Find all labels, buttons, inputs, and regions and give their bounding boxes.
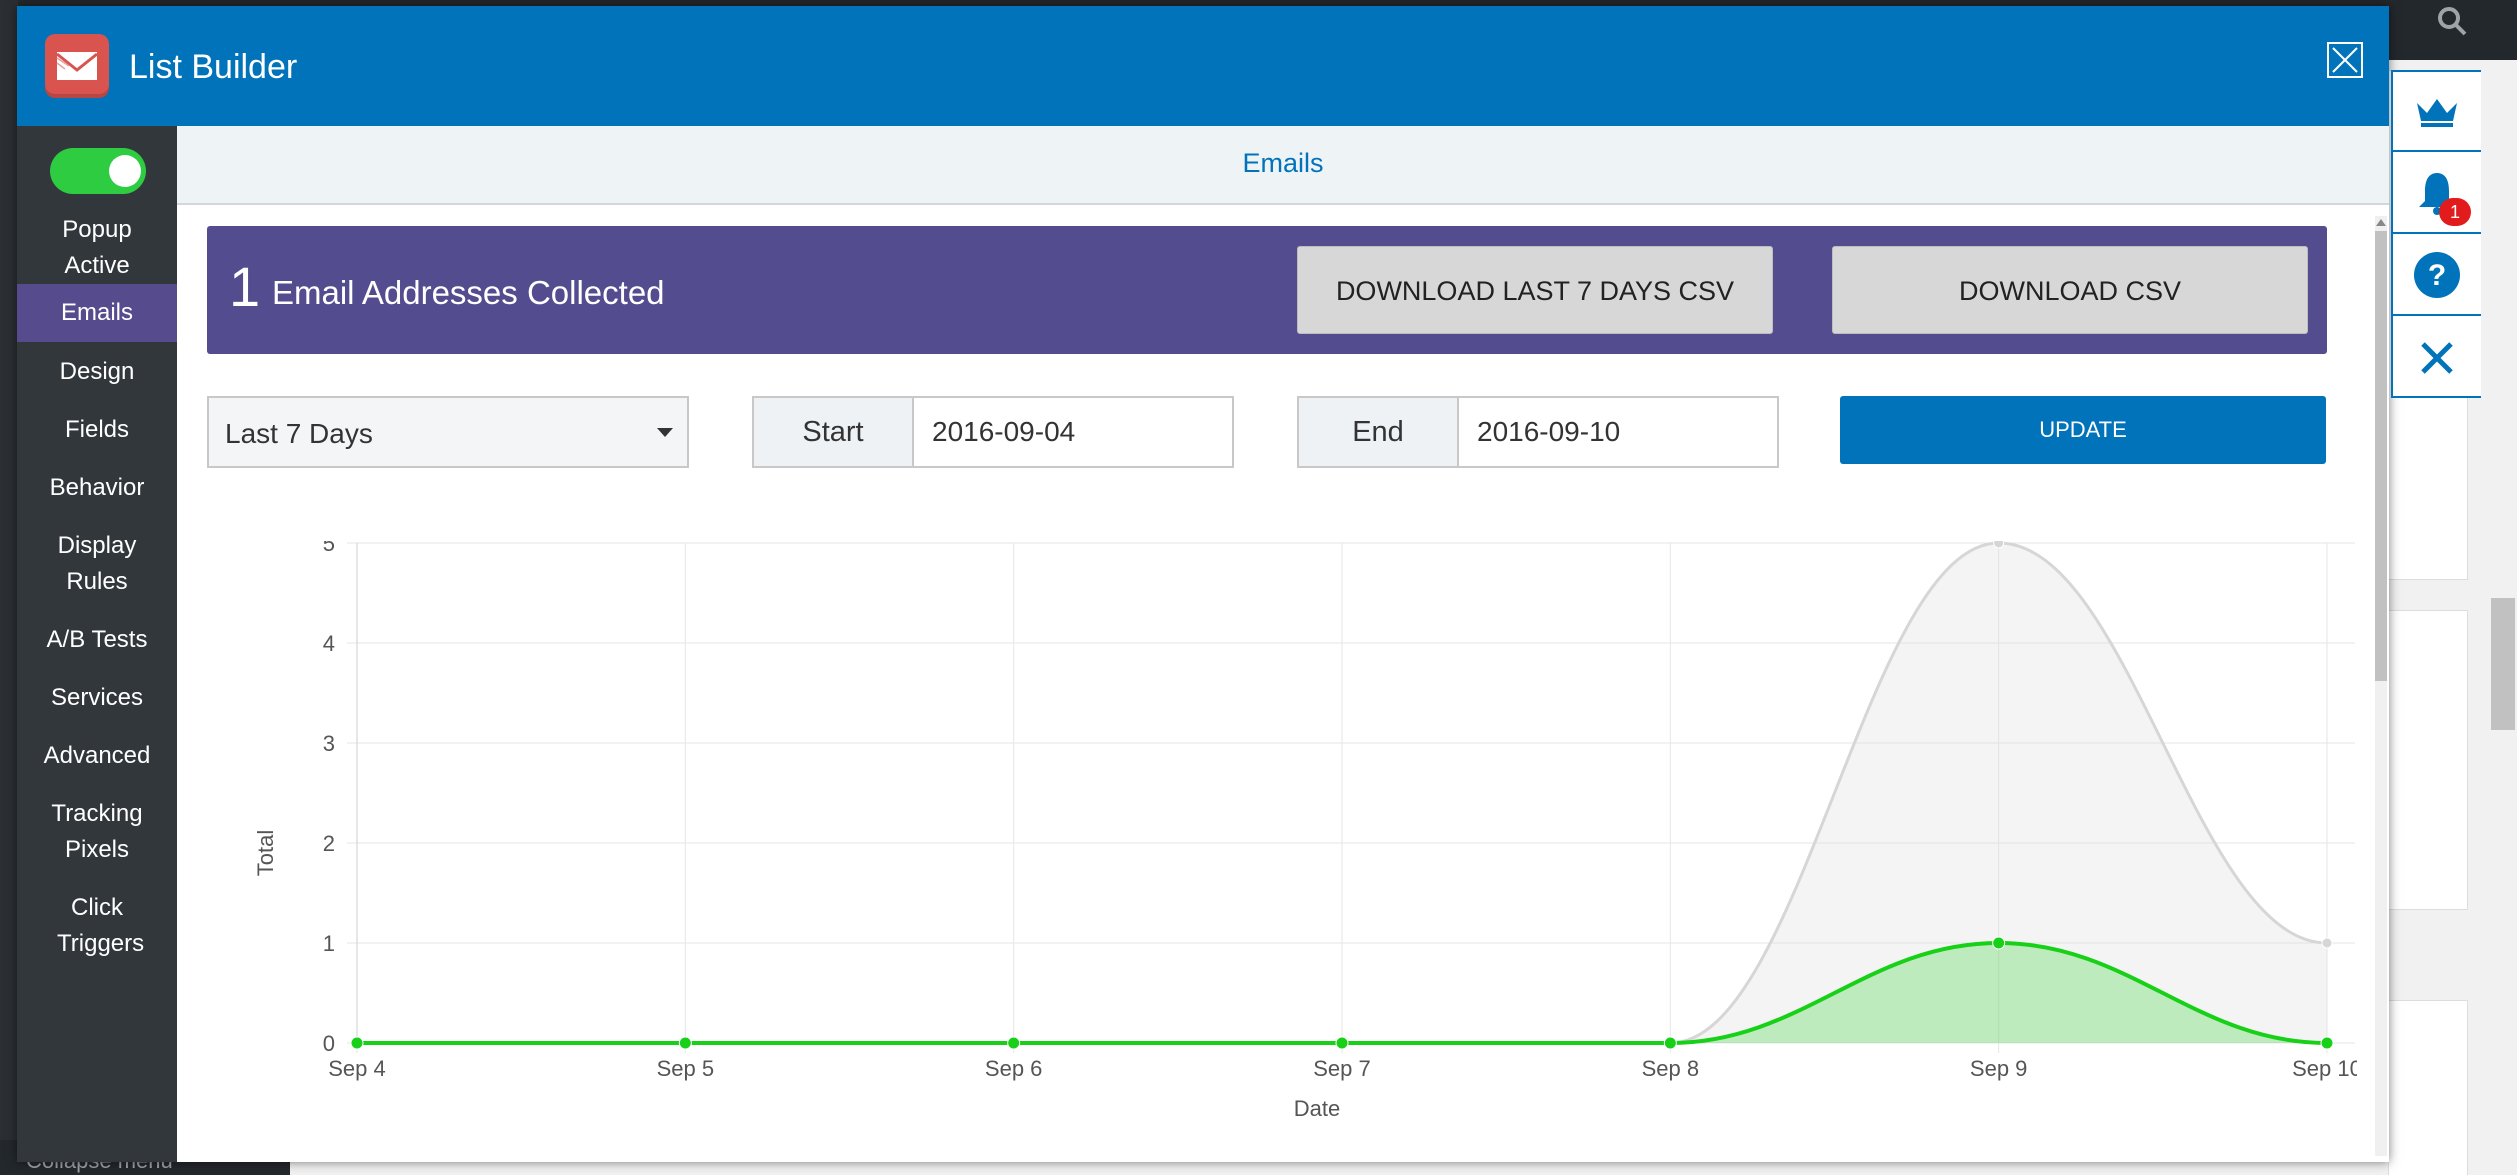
x-tick-label: Sep 7 — [1313, 1056, 1371, 1081]
nav-item-emails[interactable]: Emails — [17, 284, 177, 342]
series-area-1 — [357, 943, 2327, 1043]
update-button[interactable]: UPDATE — [1840, 396, 2326, 464]
data-point — [1335, 1036, 1349, 1050]
series-area-0 — [357, 543, 2327, 1043]
page-scrollbar-thumb[interactable] — [2491, 598, 2515, 730]
data-point — [2321, 937, 2333, 949]
nav-item-design[interactable]: Design — [59, 358, 135, 385]
floating-toolbar: 1 ? — [2391, 70, 2481, 398]
email-count: 1 — [229, 255, 261, 318]
modal-content: Emails 1 Email Addresses Collected DOWNL… — [177, 126, 2389, 1162]
end-date-group: End — [1297, 396, 1779, 468]
nav-item-fields[interactable]: Fields — [64, 416, 130, 443]
x-tick-label: Sep 10 — [2292, 1056, 2357, 1081]
close-icon[interactable] — [2327, 42, 2363, 78]
data-point — [2320, 1036, 2334, 1050]
toggle-label: Popup Active — [62, 216, 132, 279]
y-tick-label: 0 — [323, 1031, 335, 1056]
bg-panel — [2388, 610, 2468, 910]
x-tick-label: Sep 4 — [328, 1056, 386, 1081]
end-date-label: End — [1299, 398, 1459, 466]
start-date-input[interactable] — [916, 398, 1232, 466]
content-scrollbar-thumb[interactable] — [2375, 231, 2387, 681]
nav-item-advanced[interactable]: Advanced — [43, 742, 151, 769]
modal-sidenav: Popup Active Emails Design Fields Behavi… — [17, 126, 177, 1162]
date-range-select[interactable]: Last 7 Days — [207, 396, 689, 468]
chart-svg: 0 1 2 3 4 5 Sep 4 Sep 5 Sep 6 Sep 7 Sep 8 Sep 9 Sep … — [253, 531, 2362, 1121]
chevron-down-icon — [657, 428, 673, 437]
download-csv-button[interactable]: DOWNLOAD CSV — [1832, 246, 2308, 334]
x-tick-label: Sep 9 — [1970, 1056, 2028, 1081]
bell-icon[interactable]: 1 — [2393, 154, 2481, 234]
popup-active-toggle[interactable] — [50, 148, 146, 194]
y-axis-label: Total — [253, 830, 278, 876]
x-tick-label: Sep 5 — [657, 1056, 715, 1081]
nav-item-tracking-pixels[interactable]: Tracking Pixels — [51, 800, 143, 863]
list-builder-modal: List Builder Popup Active Emails Design … — [17, 6, 2389, 1162]
crown-icon[interactable] — [2393, 72, 2481, 152]
nav-item-ab-tests[interactable]: A/B Tests — [46, 626, 148, 653]
y-tick-label: 3 — [323, 731, 335, 756]
data-point — [1663, 1036, 1677, 1050]
email-count-label: Email Addresses Collected — [272, 274, 665, 311]
y-tick-label: 4 — [323, 631, 335, 656]
data-point — [1992, 936, 2006, 950]
nav-item-display-rules[interactable]: Display Rules — [57, 532, 137, 595]
x-tick-label: Sep 8 — [1642, 1056, 1700, 1081]
svg-text:?: ? — [2428, 259, 2446, 292]
admin-search-icon[interactable] — [2427, 2, 2477, 42]
section-tab-emails: Emails — [177, 126, 2389, 205]
data-point — [678, 1036, 692, 1050]
close-icon[interactable] — [2393, 318, 2481, 398]
y-tick-label: 2 — [323, 831, 335, 856]
scroll-up-arrow[interactable] — [2376, 219, 2386, 226]
notification-badge: 1 — [2439, 198, 2471, 226]
help-icon[interactable]: ? — [2393, 236, 2481, 316]
bg-panel — [2388, 1000, 2468, 1175]
envelope-icon — [45, 34, 109, 98]
data-point — [350, 1036, 364, 1050]
start-date-group: Start — [752, 396, 1234, 468]
stats-bar: 1 Email Addresses Collected DOWNLOAD LAS… — [207, 226, 2327, 354]
emails-chart: 0 1 2 3 4 5 Sep 4 Sep 5 Sep 6 Sep 7 Sep 8 Sep 9 Sep … — [207, 531, 2362, 1161]
y-tick-label: 1 — [323, 931, 335, 956]
nav-item-click-triggers[interactable]: Click Triggers — [57, 894, 145, 957]
modal-header: List Builder — [17, 6, 2389, 126]
date-range-value: Last 7 Days — [225, 418, 373, 449]
x-axis-label: Date — [1294, 1096, 1340, 1121]
data-point — [1007, 1036, 1021, 1050]
section-title: Emails — [1242, 148, 1324, 178]
end-date-input[interactable] — [1461, 398, 1777, 466]
nav-item-services[interactable]: Services — [50, 684, 144, 711]
data-point — [1993, 537, 2005, 549]
nav-item-behavior[interactable]: Behavior — [49, 474, 145, 501]
app-title: List Builder — [129, 48, 298, 86]
admin-sidebar-icons — [0, 0, 18, 1175]
x-tick-label: Sep 6 — [985, 1056, 1043, 1081]
download-last-7-days-button[interactable]: DOWNLOAD LAST 7 DAYS CSV — [1297, 246, 1773, 334]
toggle-knob[interactable] — [109, 155, 141, 187]
y-tick-label: 5 — [323, 541, 335, 556]
start-date-label: Start — [754, 398, 914, 466]
